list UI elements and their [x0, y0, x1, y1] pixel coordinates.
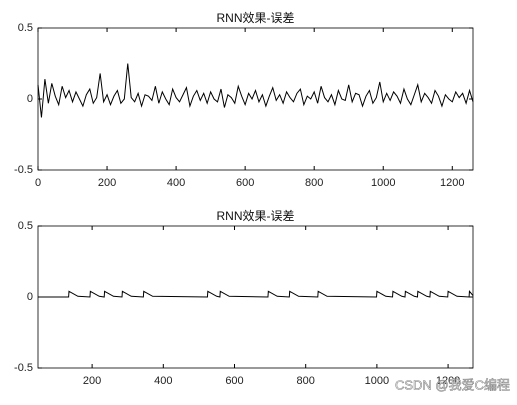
x-tick-label: 1200: [436, 375, 460, 387]
x-tick-label: 400: [154, 375, 172, 387]
error-line: [38, 290, 474, 298]
x-tick-label: 0: [35, 177, 41, 189]
y-tick-label: 0: [27, 291, 33, 303]
x-tick-label: 400: [167, 177, 185, 189]
y-tick-label: 0.5: [18, 22, 33, 34]
x-tick-label: 800: [297, 375, 315, 387]
y-tick-label: 0: [27, 93, 33, 105]
x-tick-label: 600: [236, 177, 254, 189]
watermark: CSDN @我爱C编程: [395, 377, 510, 392]
x-tick-label: 800: [305, 177, 323, 189]
x-tick-label: 1000: [365, 375, 389, 387]
chart-title: RNN效果-误差: [217, 10, 295, 25]
x-tick-label: 200: [83, 375, 101, 387]
x-tick-label: 1200: [440, 177, 464, 189]
y-tick-label: 0.5: [18, 220, 33, 232]
x-tick-label: 1000: [371, 177, 395, 189]
plot-area: [37, 27, 474, 171]
chart-title: RNN效果-误差: [217, 208, 295, 223]
x-tick-label: 200: [98, 177, 116, 189]
x-tick-label: 600: [225, 375, 243, 387]
y-tick-label: -0.5: [14, 164, 33, 176]
error-line: [37, 63, 474, 118]
y-tick-label: -0.5: [14, 362, 33, 374]
